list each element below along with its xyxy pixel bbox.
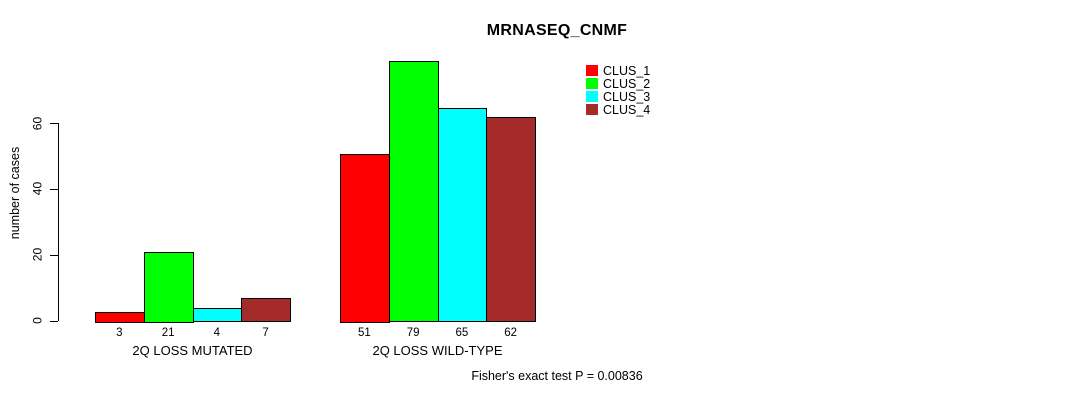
legend-item-clus_4: CLUS_4 xyxy=(586,102,651,117)
bar-clus_3-1 xyxy=(192,308,243,323)
legend-item-clus_1: CLUS_1 xyxy=(586,63,651,78)
y-axis-tick xyxy=(50,188,58,191)
bar-clus_3-2 xyxy=(437,107,488,323)
y-axis-tick xyxy=(50,320,58,322)
bar-clus_4-1 xyxy=(241,298,291,323)
bar-clus_2-2 xyxy=(388,61,439,323)
y-axis-tick-label: 0 xyxy=(30,317,45,324)
legend-swatch-icon xyxy=(586,78,598,89)
bar-value-label: 65 xyxy=(455,327,469,339)
bar-clus_1-2 xyxy=(340,153,390,323)
bar-value-label: 4 xyxy=(213,327,221,339)
y-axis-tick-label: 60 xyxy=(30,116,45,130)
bar-clus_4-2 xyxy=(486,117,536,323)
legend-label: CLUS_1 xyxy=(603,63,651,78)
bar-value-label: 51 xyxy=(357,327,371,339)
legend-label: CLUS_4 xyxy=(603,102,651,117)
legend-swatch-icon xyxy=(586,91,598,102)
y-axis-label: number of cases xyxy=(8,146,22,240)
legend-item-clus_3: CLUS_3 xyxy=(586,89,651,104)
category-label: 2Q LOSS WILD-TYPE xyxy=(372,343,503,358)
legend-swatch-icon xyxy=(586,104,598,115)
bar-value-label: 79 xyxy=(406,327,420,339)
y-axis-line xyxy=(58,123,60,321)
legend-item-clus_2: CLUS_2 xyxy=(586,76,651,91)
chart-title: MRNASEQ_CNMF xyxy=(486,22,628,39)
bar-clus_2-1 xyxy=(143,252,194,323)
bar-value-label: 3 xyxy=(116,327,123,339)
legend-swatch-icon xyxy=(586,65,598,76)
bar-value-label: 21 xyxy=(161,327,175,339)
category-label: 2Q LOSS MUTATED xyxy=(132,343,253,358)
legend-label: CLUS_2 xyxy=(603,76,651,91)
bar-value-label: 62 xyxy=(504,327,518,339)
y-axis-tick-label: 40 xyxy=(30,182,45,196)
bar-value-label: 7 xyxy=(262,327,269,339)
y-axis-tick-label: 20 xyxy=(30,247,45,262)
y-axis-tick xyxy=(50,123,58,125)
stat-annotation: Fisher's exact test P = 0.00836 xyxy=(471,369,643,383)
y-axis-tick xyxy=(50,254,58,257)
legend: CLUS_1 CLUS_2 CLUS_3 CLUS_4 xyxy=(586,63,651,117)
bar-clus_1-1 xyxy=(95,311,145,323)
legend-label: CLUS_3 xyxy=(603,89,651,104)
